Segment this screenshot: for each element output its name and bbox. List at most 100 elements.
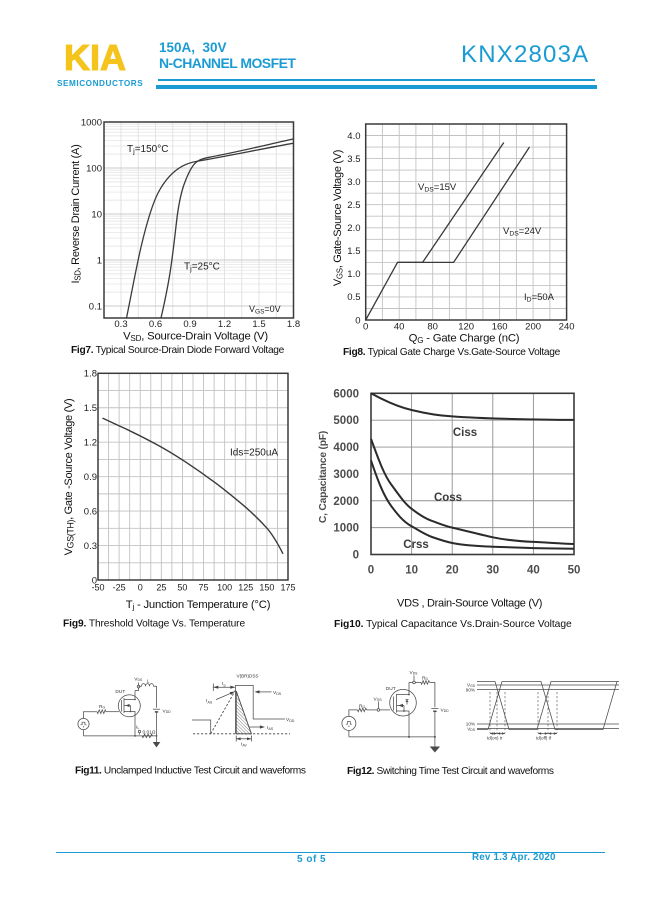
svg-text:C, Capacitance (pF): C, Capacitance (pF) (318, 431, 329, 523)
svg-text:80: 80 (427, 322, 438, 333)
svg-text:td(on) tr: td(on) tr (487, 736, 503, 741)
svg-text:0: 0 (92, 575, 97, 586)
svg-text:L: L (147, 679, 150, 685)
svg-text:175: 175 (280, 583, 295, 593)
svg-text:Fig10. Typical Capacitance Vs.: Fig10. Typical Capacitance Vs.Drain-Sour… (334, 619, 572, 630)
svg-text:VDS: VDS (273, 690, 282, 696)
svg-text:0.1: 0.1 (89, 301, 102, 312)
svg-text:VGS, Gate-Source Voltage (V): VGS, Gate-Source Voltage (V) (332, 150, 345, 286)
svg-text:RG: RG (99, 704, 105, 710)
svg-text:Fig12. Switching Time Test Cir: Fig12. Switching Time Test Circuit and w… (347, 766, 554, 777)
svg-text:IAS: IAS (267, 725, 274, 731)
svg-text:Tj=25°C: Tj=25°C (184, 262, 220, 273)
svg-text:ISD, Reverse Drain Current (A): ISD, Reverse Drain Current (A) (70, 145, 83, 284)
svg-text:1.8: 1.8 (287, 319, 300, 330)
svg-text:200: 200 (525, 322, 541, 333)
svg-text:2.0: 2.0 (347, 223, 360, 234)
svg-text:Fig9. Threshold Voltage Vs. Te: Fig9. Threshold Voltage Vs. Temperature (63, 618, 245, 629)
svg-text:0: 0 (363, 322, 368, 333)
svg-text:Ids=250uA: Ids=250uA (230, 448, 278, 459)
svg-text:90%: 90% (466, 688, 475, 693)
svg-text:VDD: VDD (163, 709, 172, 715)
svg-text:VDS , Drain-Source Voltage (V): VDS , Drain-Source Voltage (V) (397, 597, 542, 609)
svg-text:0.01Ω: 0.01Ω (143, 730, 156, 736)
svg-text:0: 0 (353, 550, 359, 562)
svg-text:4.0: 4.0 (347, 131, 360, 142)
svg-text:240: 240 (559, 322, 575, 333)
svg-text:VDS: VDS (134, 677, 143, 683)
svg-text:25: 25 (156, 583, 166, 593)
svg-text:1000: 1000 (333, 523, 359, 535)
svg-text:1.2: 1.2 (84, 438, 97, 449)
svg-text:2000: 2000 (333, 496, 359, 508)
svg-text:Coss: Coss (434, 492, 462, 504)
svg-text:VDS: VDS (410, 670, 419, 676)
svg-text:AS: AS (208, 700, 213, 704)
svg-text:150: 150 (259, 583, 274, 593)
svg-text:VSD, Source-Drain Voltage (V): VSD, Source-Drain Voltage (V) (123, 330, 268, 343)
svg-text:VGS=0V: VGS=0V (249, 304, 281, 315)
svg-text:50: 50 (177, 583, 187, 593)
svg-text:Tj=150°C: Tj=150°C (127, 144, 168, 155)
svg-text:Tj - Junction Temperature (°C): Tj - Junction Temperature (°C) (126, 599, 271, 612)
svg-text:VDS=15V: VDS=15V (418, 182, 457, 193)
svg-text:3.5: 3.5 (347, 154, 360, 165)
svg-text:30: 30 (486, 565, 499, 577)
svg-text:0: 0 (138, 583, 143, 593)
svg-text:0.9: 0.9 (183, 319, 196, 330)
svg-text:Fig11. Unclamped Inductive Tes: Fig11. Unclamped Inductive Test Circuit … (75, 766, 306, 777)
svg-text:RG: RG (359, 704, 365, 710)
svg-text:IL: IL (136, 725, 139, 731)
svg-text:ID=50A: ID=50A (524, 292, 555, 303)
svg-text:td(off) tf: td(off) tf (536, 736, 552, 741)
svg-text:DUT: DUT (115, 689, 125, 695)
svg-text:0.3: 0.3 (84, 541, 97, 552)
svg-text:0.6: 0.6 (84, 506, 97, 517)
svg-text:0.3: 0.3 (114, 319, 127, 330)
svg-text:20: 20 (446, 565, 459, 577)
svg-text:5000: 5000 (333, 415, 359, 427)
svg-text:t: t (222, 681, 224, 687)
svg-text:3000: 3000 (333, 469, 359, 481)
svg-text:VDS: VDS (467, 727, 476, 733)
svg-text:10%: 10% (466, 722, 475, 727)
svg-text:AV: AV (243, 744, 248, 748)
svg-text:VGS(TH), Gate -Source Voltage: VGS(TH), Gate -Source Voltage (V) (63, 399, 76, 556)
svg-text:VGS: VGS (467, 683, 476, 689)
svg-text:1: 1 (97, 255, 102, 266)
svg-text:4000: 4000 (333, 442, 359, 454)
svg-text:40: 40 (394, 322, 405, 333)
svg-text:V(BR)DSS: V(BR)DSS (237, 674, 259, 679)
svg-text:2.5: 2.5 (347, 200, 360, 211)
svg-text:50: 50 (568, 565, 581, 577)
svg-text:0.5: 0.5 (347, 292, 360, 303)
svg-text:VDS=24V: VDS=24V (503, 226, 542, 237)
svg-text:DUT: DUT (386, 686, 396, 692)
svg-text:VGS: VGS (374, 697, 383, 703)
svg-text:QG - Gate Charge (nC): QG - Gate Charge (nC) (409, 332, 520, 345)
svg-text:0.6: 0.6 (149, 319, 162, 330)
svg-text:Fig8. Typical Gate Charge Vs.G: Fig8. Typical Gate Charge Vs.Gate-Source… (343, 347, 561, 358)
svg-text:125: 125 (238, 583, 253, 593)
svg-text:0: 0 (355, 315, 360, 326)
svg-text:RD: RD (422, 676, 428, 682)
svg-text:I: I (206, 698, 207, 704)
svg-text:1.8: 1.8 (84, 369, 97, 380)
svg-text:-50: -50 (91, 583, 104, 593)
svg-text:0: 0 (368, 565, 374, 577)
svg-text:40: 40 (527, 565, 540, 577)
svg-text:Ciss: Ciss (453, 427, 477, 439)
svg-text:120: 120 (458, 322, 474, 333)
svg-text:-25: -25 (113, 583, 126, 593)
svg-text:Fig7. Typical Source-Drain Dio: Fig7. Typical Source-Drain Diode Forward… (71, 345, 285, 356)
svg-text:6000: 6000 (333, 388, 359, 400)
svg-text:p: p (224, 683, 226, 687)
svg-text:10: 10 (91, 209, 102, 220)
svg-text:75: 75 (199, 583, 209, 593)
svg-text:10: 10 (405, 565, 418, 577)
svg-text:1.2: 1.2 (218, 319, 231, 330)
svg-text:1000: 1000 (81, 117, 102, 128)
svg-text:VDD: VDD (441, 708, 450, 714)
svg-text:0.9: 0.9 (84, 472, 97, 483)
svg-text:t: t (241, 742, 243, 747)
